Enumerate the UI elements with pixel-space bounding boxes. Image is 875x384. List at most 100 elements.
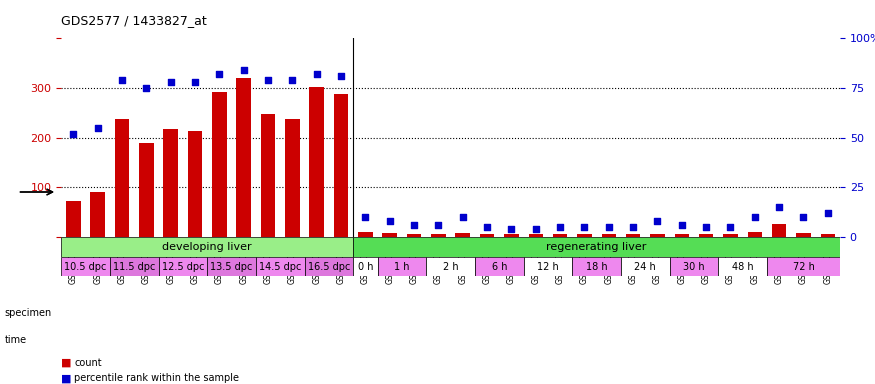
Point [164, 79, 178, 85]
Text: 30 h: 30 h [683, 262, 704, 271]
FancyBboxPatch shape [572, 257, 621, 276]
Bar [796, 233, 811, 237]
Bar [188, 131, 202, 237]
Bar [650, 234, 665, 237]
FancyBboxPatch shape [61, 257, 110, 276]
Bar [236, 78, 251, 237]
Point [66, 131, 80, 137]
Point [724, 224, 738, 230]
Text: 48 h: 48 h [732, 262, 753, 271]
Point [431, 222, 445, 228]
Point [602, 224, 616, 230]
Point [821, 210, 835, 216]
Bar [578, 234, 592, 237]
FancyBboxPatch shape [426, 257, 475, 276]
Text: time: time [4, 335, 26, 345]
Point [650, 218, 664, 224]
Bar [723, 234, 738, 237]
Bar [480, 234, 494, 237]
Text: percentile rank within the sample: percentile rank within the sample [74, 373, 240, 383]
Text: 1 h: 1 h [395, 262, 410, 271]
Text: 24 h: 24 h [634, 262, 656, 271]
Point [748, 214, 762, 220]
Point [188, 79, 202, 85]
Point [334, 73, 348, 79]
Bar [626, 234, 640, 237]
Text: 12 h: 12 h [537, 262, 559, 271]
Bar [334, 94, 348, 237]
Text: 11.5 dpc: 11.5 dpc [113, 262, 156, 271]
Point [382, 218, 396, 224]
Bar [212, 92, 227, 237]
FancyBboxPatch shape [304, 257, 354, 276]
Point [796, 214, 810, 220]
Bar [601, 234, 616, 237]
Point [456, 214, 470, 220]
Text: 2 h: 2 h [443, 262, 458, 271]
Point [578, 224, 592, 230]
Bar [66, 201, 80, 237]
Point [139, 85, 153, 91]
Point [310, 71, 324, 77]
Bar [358, 232, 373, 237]
Text: ■: ■ [61, 373, 72, 383]
Bar [553, 234, 568, 237]
Bar [382, 233, 397, 237]
Point [626, 224, 640, 230]
Text: 14.5 dpc: 14.5 dpc [259, 262, 302, 271]
Point [772, 204, 786, 210]
Point [213, 71, 227, 77]
Point [407, 222, 421, 228]
Bar [675, 234, 690, 237]
Text: 18 h: 18 h [586, 262, 607, 271]
Bar [456, 233, 470, 237]
Text: 13.5 dpc: 13.5 dpc [210, 262, 253, 271]
FancyBboxPatch shape [61, 237, 354, 257]
Bar [139, 142, 154, 237]
Text: 0 h: 0 h [358, 262, 374, 271]
FancyBboxPatch shape [621, 257, 669, 276]
Text: 16.5 dpc: 16.5 dpc [308, 262, 350, 271]
Bar [261, 114, 276, 237]
FancyBboxPatch shape [378, 257, 426, 276]
FancyBboxPatch shape [475, 257, 523, 276]
Text: GDS2577 / 1433827_at: GDS2577 / 1433827_at [61, 14, 207, 27]
FancyBboxPatch shape [718, 257, 767, 276]
FancyBboxPatch shape [354, 237, 840, 257]
Text: count: count [74, 358, 102, 368]
Bar [407, 234, 422, 237]
FancyBboxPatch shape [767, 257, 840, 276]
FancyBboxPatch shape [207, 257, 256, 276]
Bar [772, 224, 787, 237]
Text: 72 h: 72 h [793, 262, 815, 271]
FancyBboxPatch shape [354, 257, 378, 276]
Bar [285, 119, 300, 237]
Bar [431, 234, 445, 237]
Bar [504, 234, 519, 237]
Text: 6 h: 6 h [492, 262, 507, 271]
Point [528, 226, 542, 232]
Bar [699, 234, 713, 237]
Text: developing liver: developing liver [163, 242, 252, 252]
Point [675, 222, 689, 228]
FancyBboxPatch shape [523, 257, 572, 276]
FancyBboxPatch shape [669, 257, 718, 276]
Bar [90, 192, 105, 237]
Point [480, 224, 494, 230]
Point [699, 224, 713, 230]
Bar [310, 86, 324, 237]
Point [116, 77, 130, 83]
Point [285, 77, 299, 83]
Point [505, 226, 519, 232]
Point [359, 214, 373, 220]
Bar [115, 119, 130, 237]
Bar [747, 232, 762, 237]
FancyBboxPatch shape [256, 257, 304, 276]
Point [553, 224, 567, 230]
Point [261, 77, 275, 83]
Text: regenerating liver: regenerating liver [547, 242, 647, 252]
Text: 12.5 dpc: 12.5 dpc [162, 262, 204, 271]
Point [237, 67, 251, 73]
FancyBboxPatch shape [158, 257, 207, 276]
Bar [821, 234, 835, 237]
